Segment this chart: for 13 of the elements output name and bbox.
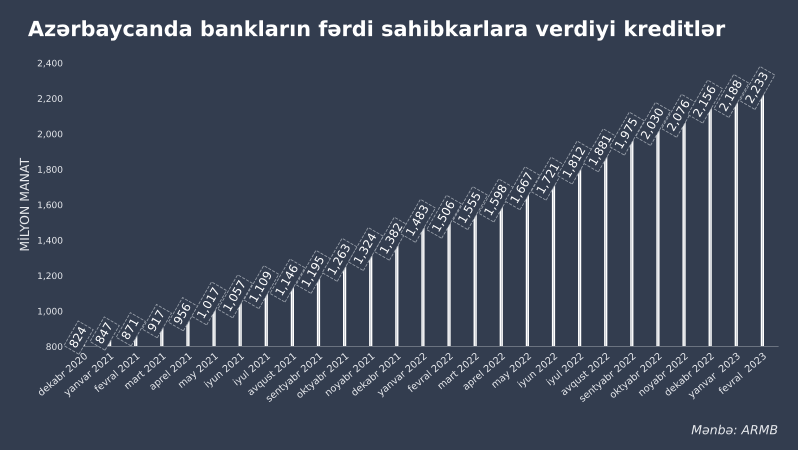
y-tick-label: 2,400 [38,60,62,68]
y-tick-label: 1,800 [38,166,62,174]
y-tick-label: 1,000 [38,308,62,316]
chart-title: Azərbaycanda bankların fərdi sahibkarlara verdiyi kreditlər [28,20,726,41]
y-tick-label: 1,200 [38,272,62,280]
data-label: 871 [120,318,139,340]
y-axis-title: MİLYON MANAT [18,158,30,250]
y-tick-label: 2,200 [38,95,62,103]
y-tick-label: 1,600 [38,201,62,210]
y-tick-label: 800 [46,343,62,350]
y-tick-label: 1,400 [38,236,62,245]
text: Mənbə: ARMB [692,424,778,434]
y-tick-label: 2,000 [38,130,62,138]
